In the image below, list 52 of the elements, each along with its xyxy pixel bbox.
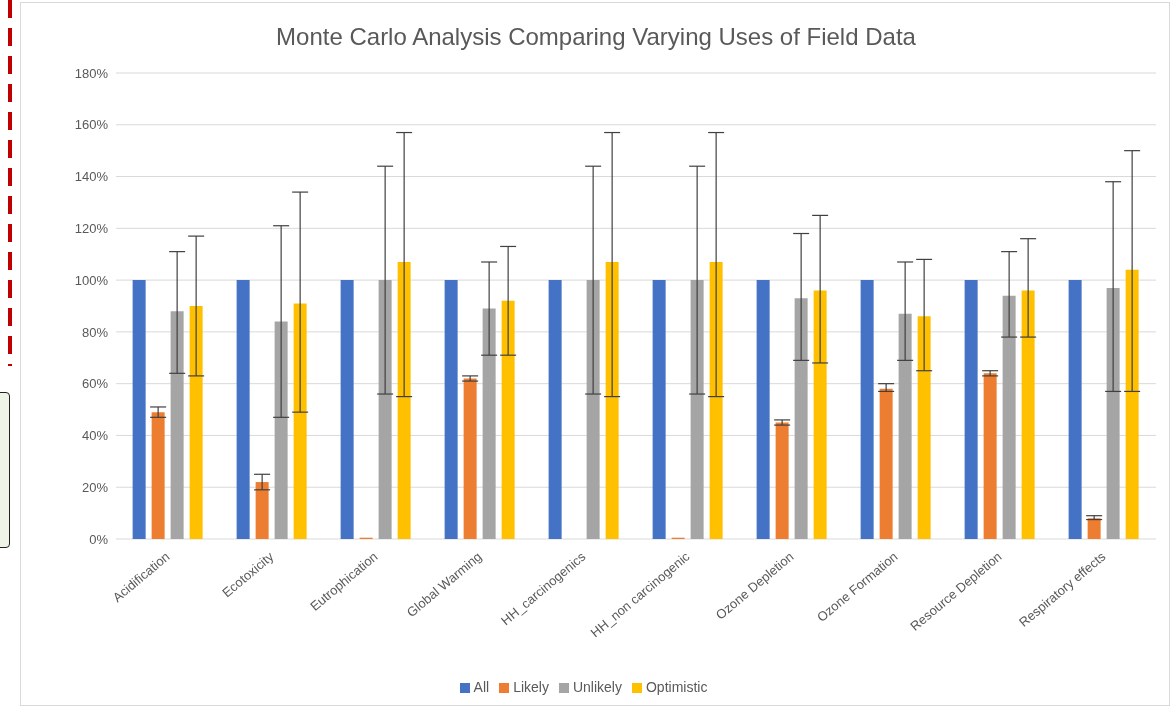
bar [813,290,827,539]
bar [255,482,269,539]
bar [274,321,288,539]
legend-label: Likely [513,679,549,695]
legend-label: Optimistic [645,679,708,695]
bar [879,388,893,539]
y-tick-label: 0% [89,531,109,547]
bar [1068,280,1082,539]
bar [709,261,723,539]
bar [1002,295,1016,539]
bar [151,412,165,539]
bar [983,373,997,539]
y-tick-label: 160% [74,117,109,133]
bar [1106,287,1120,539]
bar [501,300,515,539]
legend-label: All [473,679,490,695]
legend-label: Unlikely [572,679,622,695]
bar [482,308,496,539]
bar [917,316,931,539]
bar [898,313,912,539]
bar [652,280,666,539]
y-tick-label: 20% [81,479,109,495]
bar [397,261,411,539]
bar [1021,290,1035,539]
y-tick-label: 100% [74,272,109,288]
bar [756,280,770,539]
bar [132,280,146,539]
bar [586,280,600,539]
bar [1125,269,1139,539]
bar [189,306,203,539]
bar [860,280,874,539]
bar [605,261,619,539]
bar [444,280,458,539]
y-tick-label: 60% [81,376,109,392]
bar [775,422,789,539]
bar [170,311,184,539]
y-tick-label: 140% [74,169,109,185]
y-tick-label: 120% [74,220,109,236]
bar [964,280,978,539]
bar [548,280,562,539]
bar [340,280,354,539]
y-tick-label: 40% [81,428,109,444]
bar [378,280,392,539]
y-tick-label: 80% [81,324,109,340]
chart-title: Monte Carlo Analysis Comparing Varying Uses of Field Data [275,23,917,51]
bar [463,378,477,539]
bar [1087,518,1101,539]
y-tick-label: 180% [74,65,109,81]
bar [293,303,307,539]
bar [690,280,704,539]
bar [794,298,808,539]
bar [236,280,250,539]
